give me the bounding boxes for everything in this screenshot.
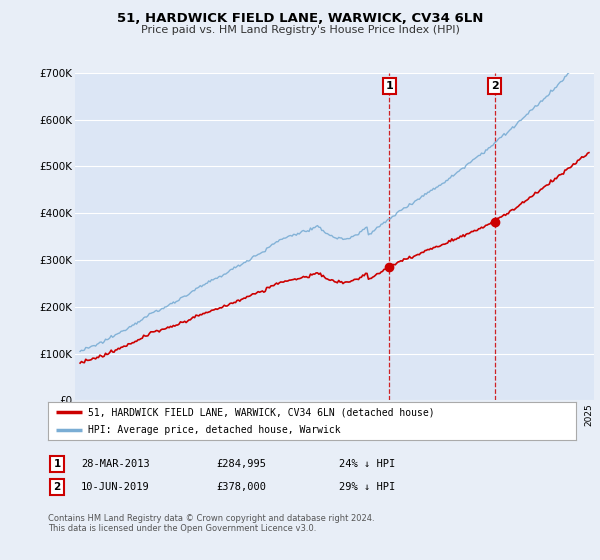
- Text: HPI: Average price, detached house, Warwick: HPI: Average price, detached house, Warw…: [88, 425, 340, 435]
- Text: 2: 2: [491, 81, 499, 91]
- Text: 1: 1: [385, 81, 393, 91]
- Text: £378,000: £378,000: [216, 482, 266, 492]
- Text: 28-MAR-2013: 28-MAR-2013: [81, 459, 150, 469]
- Text: 1: 1: [53, 459, 61, 469]
- Text: 51, HARDWICK FIELD LANE, WARWICK, CV34 6LN (detached house): 51, HARDWICK FIELD LANE, WARWICK, CV34 6…: [88, 407, 434, 417]
- Text: 2: 2: [53, 482, 61, 492]
- Text: 10-JUN-2019: 10-JUN-2019: [81, 482, 150, 492]
- Text: Price paid vs. HM Land Registry's House Price Index (HPI): Price paid vs. HM Land Registry's House …: [140, 25, 460, 35]
- Text: Contains HM Land Registry data © Crown copyright and database right 2024.
This d: Contains HM Land Registry data © Crown c…: [48, 514, 374, 534]
- Text: £284,995: £284,995: [216, 459, 266, 469]
- Text: 24% ↓ HPI: 24% ↓ HPI: [339, 459, 395, 469]
- Text: 29% ↓ HPI: 29% ↓ HPI: [339, 482, 395, 492]
- Text: 51, HARDWICK FIELD LANE, WARWICK, CV34 6LN: 51, HARDWICK FIELD LANE, WARWICK, CV34 6…: [117, 12, 483, 25]
